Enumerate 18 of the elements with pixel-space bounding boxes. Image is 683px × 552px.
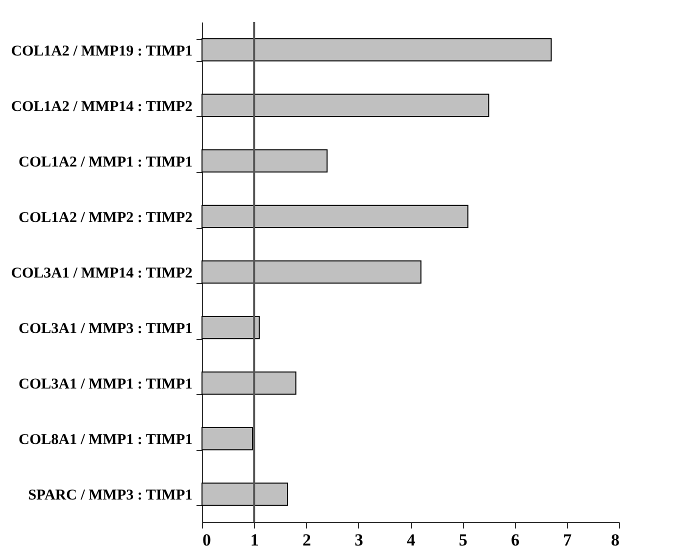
x-tick-label: 1 [250, 530, 259, 550]
y-tick-label: COL1A2 / MMP2 : TIMP2 [18, 210, 192, 226]
x-tick-label: 3 [354, 530, 364, 550]
x-tick-label: 2 [302, 530, 311, 550]
y-tick-label: SPARC / MMP3 : TIMP1 [28, 488, 192, 504]
y-tick-label: COL3A1 / MMP1 : TIMP1 [18, 376, 192, 393]
y-tick-label: COL1A2 / MMP14 : TIMP2 [11, 98, 192, 115]
x-tick-label: 5 [458, 530, 468, 550]
y-tick-label: COL3A1 / MMP14 : TIMP2 [11, 266, 192, 282]
y-tick-label: COL1A2 / MMP1 : TIMP1 [18, 154, 192, 170]
y-tick-label: COL8A1 / MMP1 : TIMP1 [18, 432, 192, 448]
y-tick-label: COL3A1 / MMP3 : TIMP1 [18, 321, 192, 338]
x-tick-label: 8 [611, 530, 620, 550]
y-tick-label: COL1A2 / MMP19 : TIMP1 [11, 43, 192, 60]
x-tick-label: 7 [563, 530, 572, 550]
x-tick-label: 0 [202, 530, 211, 550]
x-tick-label: 4 [406, 530, 416, 550]
x-tick-label: 6 [511, 530, 520, 550]
